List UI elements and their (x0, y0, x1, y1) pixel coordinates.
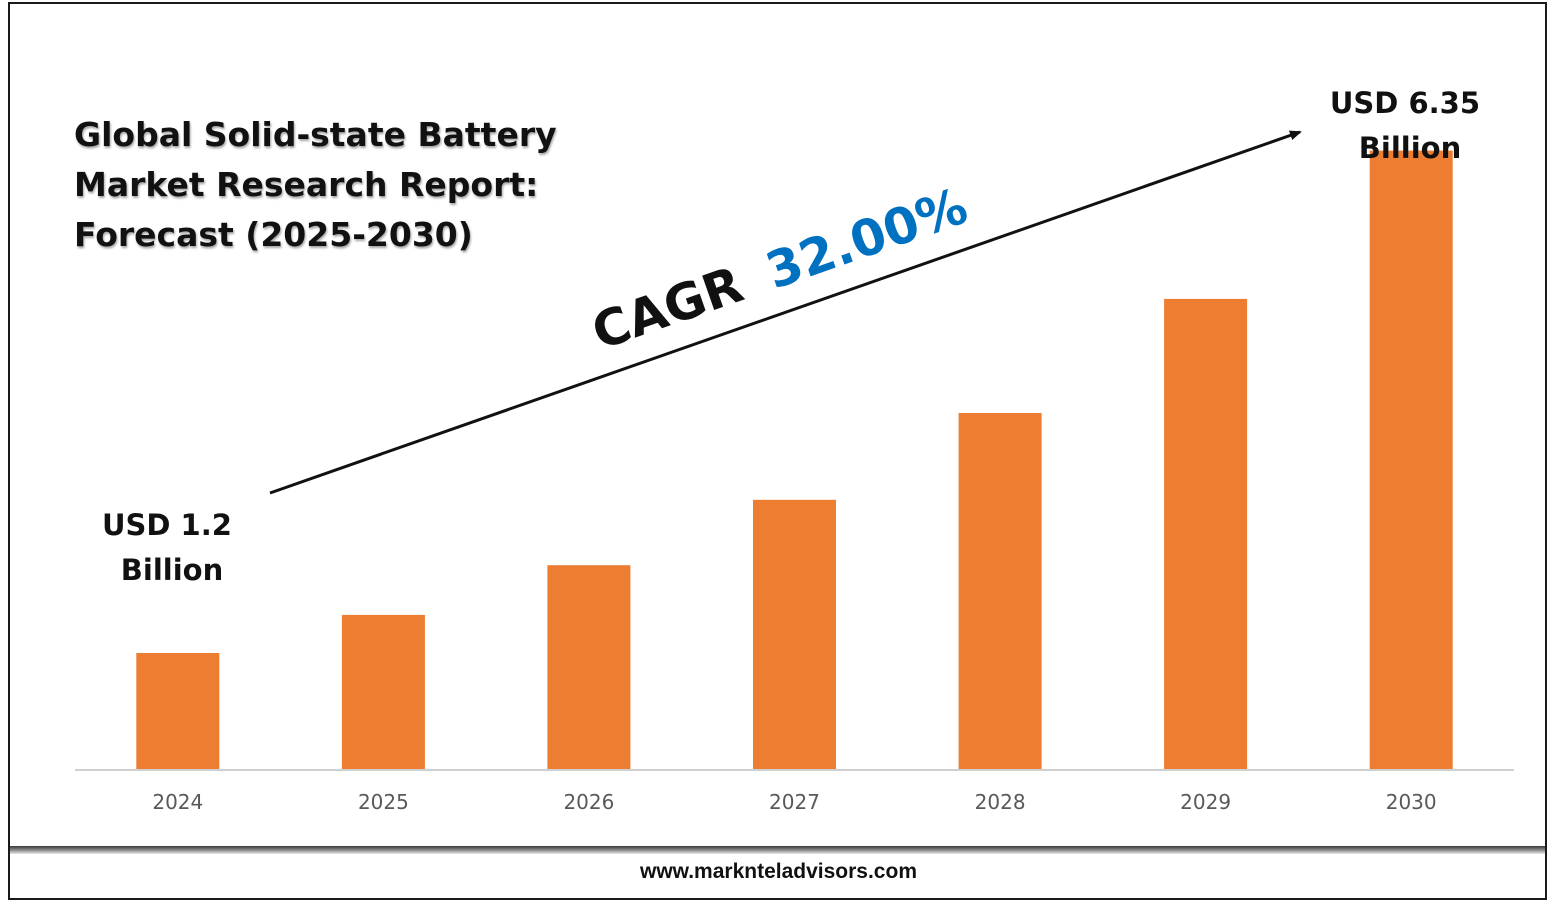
bar-2028 (958, 413, 1042, 770)
end-value-line-2: Billion (1359, 131, 1461, 165)
x-tick-label-2028: 2028 (975, 790, 1026, 814)
footer-separator (10, 846, 1545, 854)
x-tick-label-2025: 2025 (358, 790, 409, 814)
bar-group (136, 150, 1453, 771)
bar-2025 (341, 614, 425, 770)
bar-2030 (1369, 150, 1453, 771)
end-value-label: USD 6.35 Billion (1330, 86, 1490, 165)
growth-arrow (269, 130, 1302, 495)
website-link[interactable]: www.marknteladvisors.com (640, 860, 917, 883)
x-tick-label-2027: 2027 (769, 790, 820, 814)
bar-2027 (753, 499, 836, 770)
end-value-line-1: USD 6.35 (1330, 86, 1480, 120)
start-value-label: USD 1.2 Billion (102, 508, 242, 587)
start-value-line-2: Billion (121, 553, 223, 587)
cagr-value: 32.00% (759, 177, 975, 301)
x-tick-label-2026: 2026 (563, 790, 614, 814)
x-tick-label-2029: 2029 (1180, 790, 1231, 814)
bar-2026 (547, 565, 631, 770)
x-tick-labels: 2024 2025 2026 2027 2028 2029 2030 (152, 790, 1436, 814)
bar-2029 (1164, 298, 1248, 770)
start-value-line-1: USD 1.2 (102, 508, 232, 542)
x-tick-label-2030: 2030 (1386, 790, 1437, 814)
cagr-annotation: CAGR 32.00% (585, 177, 975, 362)
x-tick-label-2024: 2024 (152, 790, 203, 814)
chart-title: Global Solid-state Battery Market Resear… (74, 115, 557, 254)
cagr-prefix: CAGR (585, 255, 750, 361)
bar-2024 (136, 653, 220, 770)
